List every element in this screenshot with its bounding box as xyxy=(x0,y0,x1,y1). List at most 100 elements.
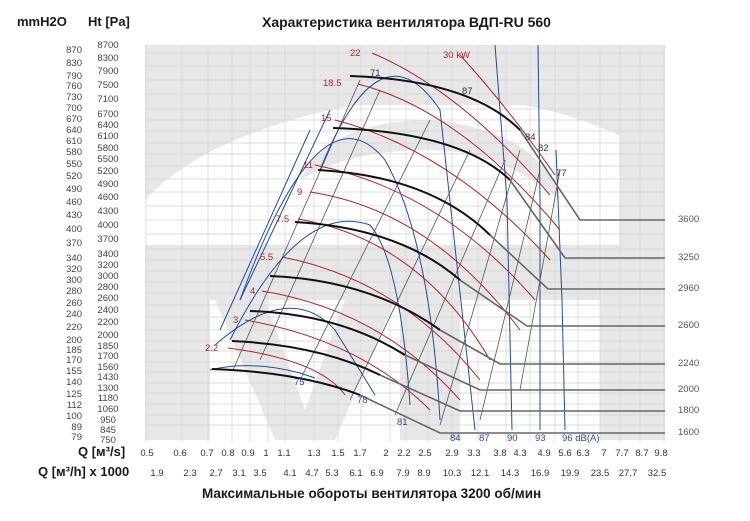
x-tick: 6.1 xyxy=(349,468,363,479)
rpm-label-2000: 2000 xyxy=(678,384,700,395)
svg-text:11: 11 xyxy=(303,160,313,171)
y-tick-pa: 5200 xyxy=(97,166,119,177)
svg-text:78: 78 xyxy=(357,395,368,406)
x-tick: 0.7 xyxy=(200,448,214,459)
x-tick: 4.7 xyxy=(305,468,319,479)
rpm-label-2960: 2960 xyxy=(678,283,700,294)
y-axis-mmh2o: 870 830 790 760 730 700 670 640 610 580 … xyxy=(30,0,82,521)
x-tick: 8.7 xyxy=(635,448,649,459)
svg-text:87: 87 xyxy=(479,433,490,444)
rpm-label-2600: 2600 xyxy=(678,320,700,331)
x-tick: 23.5 xyxy=(590,468,610,479)
x-tick: 3.1 xyxy=(232,468,246,479)
y-tick-mm: 300 xyxy=(66,275,82,286)
svg-text:96 dB(A): 96 dB(A) xyxy=(562,433,600,444)
x-tick: 0.8 xyxy=(221,448,235,459)
y-tick-pa: 3700 xyxy=(97,234,119,245)
svg-text:75: 75 xyxy=(294,377,305,388)
x-tick: 16.9 xyxy=(530,468,550,479)
svg-text:7.5: 7.5 xyxy=(276,214,289,225)
y-tick-mm: 112 xyxy=(66,400,82,411)
efficiency-labels: 71 87 84 82 77 xyxy=(370,68,567,179)
y-tick-pa: 4900 xyxy=(97,179,119,190)
y-tick-mm: 79 xyxy=(71,432,82,443)
y-tick-pa: 8300 xyxy=(97,53,119,64)
svg-text:18.5: 18.5 xyxy=(323,78,342,89)
x-tick: 2 xyxy=(383,448,389,459)
y-tick-pa: 1060 xyxy=(97,404,119,415)
x-tick: 1.1 xyxy=(277,448,291,459)
x-tick: 6.3 xyxy=(576,448,590,459)
y-tick-mm: 240 xyxy=(66,309,82,320)
x-tick: 3.8 xyxy=(493,448,507,459)
x-tick: 12.1 xyxy=(470,468,490,479)
svg-text:84: 84 xyxy=(525,132,536,143)
y-tick-pa: 7100 xyxy=(97,94,119,105)
x-tick: 1.9 xyxy=(150,468,164,479)
y-tick-pa: 3400 xyxy=(97,249,119,260)
x-tick: 2.9 xyxy=(445,448,459,459)
x-tick: 14.3 xyxy=(500,468,520,479)
x-tick: 0.5 xyxy=(140,448,154,459)
y-tick-mm: 700 xyxy=(66,103,82,114)
y-tick-pa: 1560 xyxy=(97,362,119,373)
svg-text:71: 71 xyxy=(370,68,381,79)
y-tick-pa: 2000 xyxy=(97,330,119,341)
svg-text:81: 81 xyxy=(397,417,408,428)
power-labels: 2.2 3 4 5.5 7.5 9 11 15 18.5 22 30 kW xyxy=(205,48,470,354)
y-tick-mm: 640 xyxy=(66,125,82,136)
y-tick-mm: 320 xyxy=(66,264,82,275)
y-tick-mm: 100 xyxy=(66,411,82,422)
y-tick-mm: 430 xyxy=(66,210,82,221)
x-tick: 1 xyxy=(263,448,269,459)
grid xyxy=(145,45,665,442)
y-tick-mm: 340 xyxy=(66,253,82,264)
x-axis-title-m3s: Q [м³/s] xyxy=(78,444,126,459)
y-tick-mm: 125 xyxy=(66,389,82,400)
y-tick-mm: 490 xyxy=(66,184,82,195)
x-tick: 19.9 xyxy=(560,468,580,479)
y-tick-mm: 89 xyxy=(71,422,82,433)
y-tick-pa: 2200 xyxy=(97,317,119,328)
y-tick-pa: 2800 xyxy=(97,282,119,293)
rpm-label-3250: 3250 xyxy=(678,252,700,263)
y-tick-mm: 400 xyxy=(66,224,82,235)
y-axis-title-pa: Ht [Pa] xyxy=(88,14,130,29)
y-tick-pa: 1850 xyxy=(97,341,119,352)
y-tick-mm: 790 xyxy=(66,71,82,82)
power-label: 2.2 xyxy=(205,343,218,354)
rpm-label-3600: 3600 xyxy=(678,214,700,225)
x-tick: 1.5 xyxy=(331,448,345,459)
y-tick-mm: 520 xyxy=(66,171,82,182)
y-tick-pa: 2600 xyxy=(97,293,119,304)
y-tick-pa: 7900 xyxy=(97,66,119,77)
x-tick: 5.6 xyxy=(558,448,572,459)
x-tick: 2.7 xyxy=(209,468,223,479)
y-axis-title-mmh2o: mmH2O xyxy=(17,14,67,29)
rpm-label-2240: 2240 xyxy=(678,358,700,369)
y-tick-pa: 2400 xyxy=(97,305,119,316)
svg-text:3: 3 xyxy=(233,315,238,326)
y-tick-mm: 610 xyxy=(66,136,82,147)
y-tick-pa: 950 xyxy=(100,415,116,426)
y-tick-pa: 6100 xyxy=(97,131,119,142)
svg-text:5.5: 5.5 xyxy=(260,252,273,263)
x-tick: 4.1 xyxy=(283,468,297,479)
x-tick: 4.3 xyxy=(513,448,527,459)
x-tick: 3.5 xyxy=(253,468,267,479)
y-tick-mm: 260 xyxy=(66,298,82,309)
rpm-label-1800: 1800 xyxy=(678,405,700,416)
y-tick-mm: 170 xyxy=(66,355,82,366)
svg-text:90: 90 xyxy=(507,433,518,444)
chart-footer-note: Максимальные обороты вентилятора 3200 об… xyxy=(202,486,542,501)
x-tick: 2.2 xyxy=(397,448,411,459)
y-tick-pa: 5500 xyxy=(97,154,119,165)
y-tick-mm: 830 xyxy=(66,58,82,69)
svg-text:15: 15 xyxy=(321,113,332,124)
y-tick-pa: 845 xyxy=(100,425,116,436)
y-tick-pa: 1180 xyxy=(97,393,119,404)
x-tick: 2.3 xyxy=(183,468,197,479)
y-tick-pa: 8700 xyxy=(97,40,119,51)
y-tick-mm: 280 xyxy=(66,286,82,297)
